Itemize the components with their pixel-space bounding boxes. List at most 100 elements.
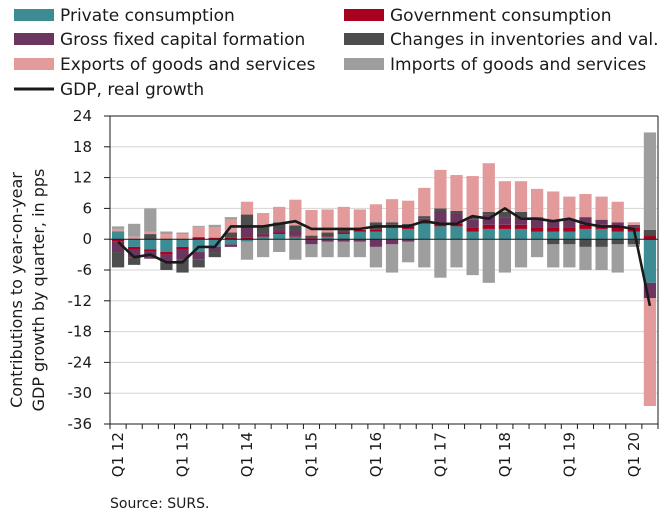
bar-government-consumption (305, 238, 318, 240)
bar-gross-fixed-capital-formation (530, 219, 544, 228)
bar-changes-in-inventories-and-val (160, 262, 173, 270)
bar-exports-of-goods-and-services (144, 231, 157, 235)
bar-government-consumption (547, 227, 560, 232)
bar-imports-of-goods-and-services (466, 239, 479, 276)
bar-gross-fixed-capital-formation (240, 227, 254, 238)
bar-changes-in-inventories-and-val (563, 239, 576, 245)
bar-exports-of-goods-and-services (643, 298, 657, 407)
bar-gross-fixed-capital-formation (192, 252, 205, 260)
bar-changes-in-inventories-and-val (611, 239, 624, 245)
bar-government-consumption (579, 224, 592, 229)
legend-swatch-changes-in-inventories-and-val (344, 33, 384, 45)
bar-private-consumption (240, 239, 254, 242)
bar-exports-of-goods-and-services (514, 181, 528, 212)
y-gridlines (110, 115, 658, 425)
bar-exports-of-goods-and-services (240, 201, 254, 215)
y-tick-label: -30 (68, 384, 93, 402)
bar-private-consumption (224, 239, 238, 245)
bar-gross-fixed-capital-formation (208, 246, 221, 253)
x-tick-label: Q1 17 (431, 432, 449, 477)
bar-imports-of-goods-and-services (353, 241, 366, 258)
bar-private-consumption (466, 231, 479, 240)
bar-gross-fixed-capital-formation (128, 249, 141, 258)
bar-changes-in-inventories-and-val (643, 229, 657, 236)
bar-imports-of-goods-and-services (434, 239, 447, 278)
bar-government-consumption (321, 235, 334, 237)
x-tick-label: Q1 12 (109, 432, 127, 477)
bar-gross-fixed-capital-formation (611, 222, 624, 228)
legend-label-exports-of-goods-and-services: Exports of goods and services (60, 55, 316, 75)
legend: Private consumption Government consumptio… (14, 6, 659, 100)
bars (111, 132, 657, 407)
source-note: Source: SURS. (110, 496, 209, 512)
bar-exports-of-goods-and-services (385, 199, 399, 223)
bar-imports-of-goods-and-services (240, 241, 254, 260)
legend-swatch-government-consumption (344, 9, 384, 21)
bar-private-consumption (498, 228, 512, 240)
bar-imports-of-goods-and-services (530, 239, 544, 258)
bar-private-consumption (530, 231, 544, 240)
bar-private-consumption (450, 226, 463, 240)
x-tick-label: Q1 18 (496, 432, 514, 477)
y-tick-label: 12 (73, 169, 92, 187)
bar-government-consumption (128, 246, 141, 250)
bar-private-consumption (289, 236, 302, 240)
legend-label-government-consumption: Government consumption (390, 6, 612, 26)
bar-private-consumption (547, 231, 560, 240)
bar-government-consumption (273, 232, 286, 235)
bar-imports-of-goods-and-services (176, 232, 189, 235)
bar-changes-in-inventories-and-val (514, 211, 528, 218)
bar-changes-in-inventories-and-val (627, 239, 640, 245)
bar-government-consumption (498, 224, 512, 229)
bar-government-consumption (240, 237, 254, 240)
bar-changes-in-inventories-and-val (240, 214, 254, 228)
bar-private-consumption (128, 239, 141, 247)
bar-government-consumption (643, 235, 657, 240)
bar-gross-fixed-capital-formation (627, 224, 640, 228)
bar-private-consumption (579, 228, 592, 240)
bar-exports-of-goods-and-services (466, 176, 479, 218)
bar-imports-of-goods-and-services (498, 239, 512, 273)
bar-private-consumption (563, 231, 576, 240)
bar-exports-of-goods-and-services (402, 200, 415, 224)
bar-gross-fixed-capital-formation (256, 233, 270, 236)
bar-exports-of-goods-and-services (450, 175, 463, 211)
bar-changes-in-inventories-and-val (466, 217, 479, 220)
bar-private-consumption (273, 234, 286, 240)
bar-changes-in-inventories-and-val (595, 239, 608, 247)
bar-exports-of-goods-and-services (530, 188, 544, 218)
bar-government-consumption (160, 252, 173, 255)
bar-changes-in-inventories-and-val (208, 252, 221, 258)
bar-exports-of-goods-and-services (192, 226, 205, 238)
bar-imports-of-goods-and-services (418, 239, 431, 268)
y-axis-title-line: Contributions to year-on-year (7, 172, 26, 408)
bar-imports-of-goods-and-services (385, 244, 399, 273)
bar-private-consumption (321, 236, 334, 240)
bar-imports-of-goods-and-services (111, 226, 125, 229)
bar-changes-in-inventories-and-val (111, 252, 125, 268)
bar-exports-of-goods-and-services (369, 204, 383, 223)
bar-changes-in-inventories-and-val (256, 225, 270, 234)
bar-gross-fixed-capital-formation (579, 217, 592, 225)
x-tick-label: Q1 14 (238, 432, 256, 477)
y-tick-label: 24 (73, 107, 92, 125)
bar-changes-in-inventories-and-val (385, 222, 399, 225)
bar-government-consumption (144, 249, 157, 252)
bar-gross-fixed-capital-formation (385, 239, 399, 245)
y-tick-label: -6 (77, 261, 92, 279)
bar-government-consumption (563, 227, 576, 232)
bar-private-consumption (208, 239, 221, 247)
bar-exports-of-goods-and-services (176, 234, 189, 240)
bar-government-consumption (111, 239, 125, 242)
bar-gross-fixed-capital-formation (321, 239, 334, 242)
bar-private-consumption (482, 228, 495, 240)
x-tick-label: Q1 19 (560, 432, 578, 477)
y-tick-label: -24 (68, 353, 93, 371)
bar-gross-fixed-capital-formation (337, 239, 350, 242)
bar-changes-in-inventories-and-val (434, 208, 447, 211)
bar-imports-of-goods-and-services (482, 239, 495, 283)
bar-changes-in-inventories-and-val (321, 232, 334, 236)
bar-government-consumption (369, 229, 383, 232)
bar-exports-of-goods-and-services (128, 236, 141, 240)
y-tick-label: -12 (68, 292, 93, 310)
